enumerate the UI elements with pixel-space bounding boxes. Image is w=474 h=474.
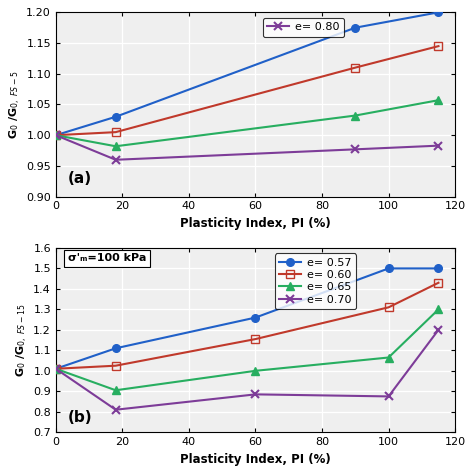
e= 0.65 xyxy=(436,307,441,312)
Y-axis label: G$_0$ /G$_{0,\ FS-15}$: G$_0$ /G$_{0,\ FS-15}$ xyxy=(15,303,30,377)
Line: e= 0.57: e= 0.57 xyxy=(52,264,442,373)
e= 0.60 xyxy=(53,132,59,138)
e= 0.60 xyxy=(113,363,118,369)
e= 0.60 xyxy=(253,336,258,342)
e= 0.57 xyxy=(436,265,441,271)
e= 0.65 xyxy=(53,366,59,372)
e= 0.70 xyxy=(113,407,118,412)
e= 0.57 xyxy=(253,315,258,320)
Text: (a): (a) xyxy=(68,171,92,186)
Y-axis label: G$_0$ /G$_{0,\ FS-5}$: G$_0$ /G$_{0,\ FS-5}$ xyxy=(9,70,23,139)
e= 0.60 xyxy=(386,304,392,310)
e= 0.57 xyxy=(113,114,118,119)
X-axis label: Plasticity Index, PI (%): Plasticity Index, PI (%) xyxy=(180,217,331,230)
e= 0.65 xyxy=(353,113,358,118)
e= 0.57 xyxy=(113,346,118,351)
Line: e= 0.60: e= 0.60 xyxy=(52,279,442,373)
e= 0.60 xyxy=(436,280,441,286)
e= 0.80 xyxy=(353,146,358,152)
e= 0.60 xyxy=(436,43,441,49)
Line: e= 0.65: e= 0.65 xyxy=(52,96,442,150)
e= 0.70 xyxy=(386,393,392,399)
e= 0.80 xyxy=(113,157,118,163)
e= 0.70 xyxy=(53,366,59,372)
Text: σ'ₘ=100 kPa: σ'ₘ=100 kPa xyxy=(68,254,146,264)
e= 0.65 xyxy=(53,132,59,138)
Line: e= 0.65: e= 0.65 xyxy=(52,306,442,394)
Line: e= 0.57: e= 0.57 xyxy=(52,9,442,139)
Line: e= 0.70: e= 0.70 xyxy=(52,326,443,414)
e= 0.80 xyxy=(436,143,441,148)
e= 0.65 xyxy=(113,144,118,149)
e= 0.57 xyxy=(53,366,59,372)
X-axis label: Plasticity Index, PI (%): Plasticity Index, PI (%) xyxy=(180,453,331,465)
e= 0.65 xyxy=(436,97,441,103)
Line: e= 0.60: e= 0.60 xyxy=(52,42,442,139)
e= 0.60 xyxy=(353,65,358,71)
Line: e= 0.80: e= 0.80 xyxy=(52,131,443,164)
e= 0.60 xyxy=(113,129,118,135)
Legend: e= 0.80: e= 0.80 xyxy=(263,18,344,37)
e= 0.80 xyxy=(53,132,59,138)
e= 0.65 xyxy=(253,368,258,374)
e= 0.65 xyxy=(113,387,118,393)
Text: (b): (b) xyxy=(68,410,92,425)
e= 0.70 xyxy=(436,327,441,333)
e= 0.70 xyxy=(253,392,258,397)
e= 0.60 xyxy=(53,366,59,372)
Legend: e= 0.57, e= 0.60, e= 0.65, e= 0.70: e= 0.57, e= 0.60, e= 0.65, e= 0.70 xyxy=(275,254,356,309)
e= 0.57 xyxy=(436,9,441,15)
e= 0.57 xyxy=(353,25,358,30)
e= 0.65 xyxy=(386,355,392,360)
e= 0.57 xyxy=(386,265,392,271)
e= 0.57 xyxy=(53,132,59,138)
